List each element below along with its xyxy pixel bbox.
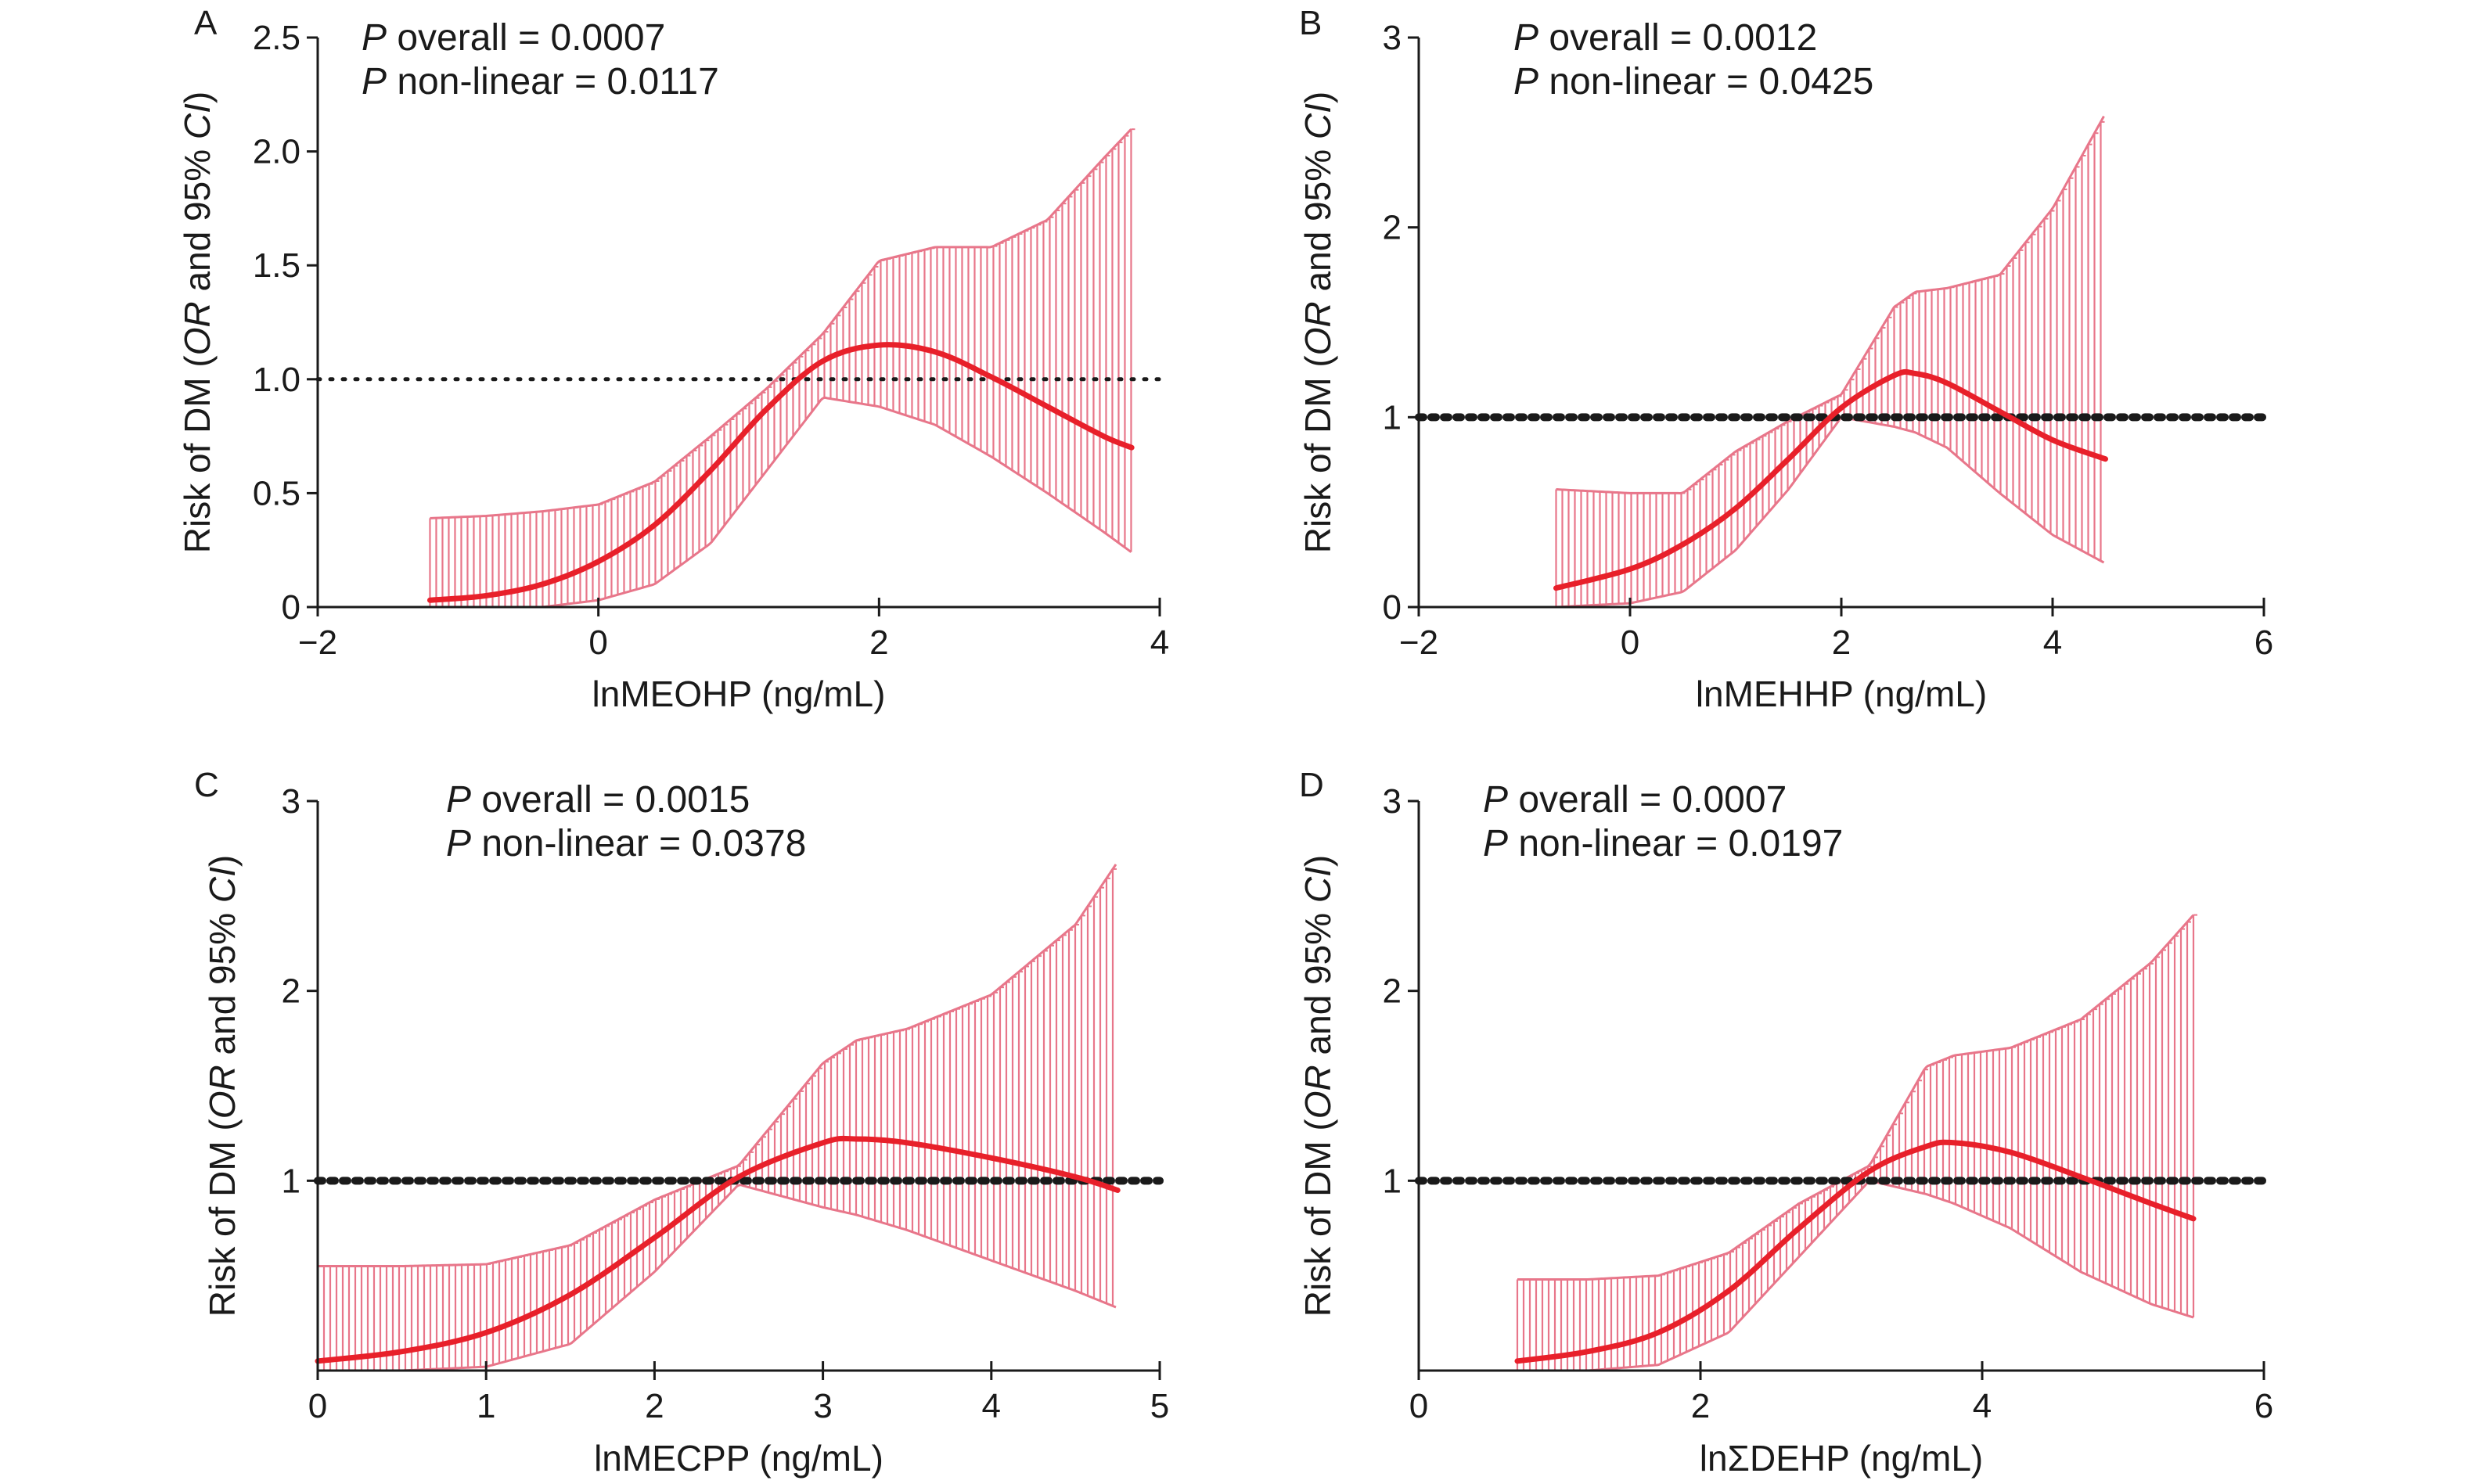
x-tick-label: 4 xyxy=(982,1387,1001,1425)
p-overall-text: P overall = 0.0007 xyxy=(1483,779,1787,821)
y-tick-label: 3 xyxy=(1383,19,1402,57)
ci-upper-line xyxy=(430,128,1132,519)
p-nonlinear-text: P non-linear = 0.0425 xyxy=(1513,61,1873,102)
x-tick-label: 2 xyxy=(1832,623,1851,662)
y-tick-label: 0 xyxy=(1383,588,1402,627)
y-axis-label: Risk of DM (OR and 95% CI) xyxy=(1297,92,1338,554)
x-tick-label: 3 xyxy=(813,1387,832,1425)
x-tick-label: 4 xyxy=(2043,623,2062,662)
y-tick-label: 3 xyxy=(1383,782,1402,821)
p-nonlinear-text: P non-linear = 0.0378 xyxy=(446,823,806,864)
ci-lower-line xyxy=(1556,416,2105,609)
x-tick-label: 2 xyxy=(645,1387,664,1425)
p-overall-text: P overall = 0.0015 xyxy=(446,779,750,821)
x-axis-label: lnΣDEHP (ng/mL) xyxy=(1700,1438,1983,1479)
ci-band xyxy=(1555,120,2105,607)
x-tick-label: 4 xyxy=(1150,623,1169,662)
x-tick-label: 0 xyxy=(1621,623,1639,662)
p-nonlinear-text: P non-linear = 0.0197 xyxy=(1483,823,1843,864)
y-tick-label: 1.0 xyxy=(253,361,300,399)
x-axis-label: lnMEOHP (ng/mL) xyxy=(592,674,886,714)
y-axis-label: Risk of DM (OR and 95% CI) xyxy=(1297,855,1338,1317)
x-tick-label: 0 xyxy=(588,623,607,662)
y-tick-label: 3 xyxy=(282,782,300,821)
ci-upper-line xyxy=(1517,914,2195,1281)
x-tick-label: 2 xyxy=(869,623,888,662)
x-axis-label: lnMECPP (ng/mL) xyxy=(594,1438,883,1479)
p-nonlinear-text: P non-linear = 0.0117 xyxy=(362,61,719,102)
x-tick-label: 6 xyxy=(2254,1387,2273,1425)
or-curve xyxy=(1553,368,2108,591)
x-tick-label: 0 xyxy=(308,1387,327,1425)
ci-band xyxy=(429,128,1135,607)
y-tick-label: 1 xyxy=(1383,1162,1402,1200)
x-tick-label: 1 xyxy=(477,1387,495,1425)
x-tick-label: −2 xyxy=(1399,623,1438,662)
x-tick-label: 0 xyxy=(1409,1387,1428,1425)
panel-c: 0 1 2 3 4 5 1 2 3 lnMECPP (ng/mL) Risk of DM (OR a… xyxy=(194,766,1169,1479)
y-tick-label: 2 xyxy=(282,972,300,1011)
x-axis-label: lnMEHHP (ng/mL) xyxy=(1696,674,1987,714)
panel-letter: A xyxy=(194,4,218,42)
ci-lower-line xyxy=(317,1184,1117,1372)
y-tick-label: 1 xyxy=(1383,398,1402,437)
or-curve xyxy=(426,342,1135,603)
ci-lower-line xyxy=(1517,1180,2194,1372)
p-overall-text: P overall = 0.0012 xyxy=(1513,17,1817,59)
y-tick-label: 0.5 xyxy=(253,474,300,512)
ci-band xyxy=(1516,914,2197,1371)
ci-upper-line xyxy=(317,864,1117,1268)
y-tick-label: 0 xyxy=(282,588,300,627)
ci-band xyxy=(316,868,1117,1371)
y-tick-label: 2 xyxy=(1383,972,1402,1011)
y-tick-label: 1.5 xyxy=(253,246,300,285)
or-curve xyxy=(315,1135,1121,1364)
y-axis-label: Risk of DM (OR and 95% CI) xyxy=(177,92,218,554)
panel-d: 0 2 4 6 1 2 3 lnΣDEHP (ng/mL) Risk of DM (OR and… xyxy=(1297,766,2273,1479)
y-tick-label: 2.0 xyxy=(253,133,300,171)
y-axis-label: Risk of DM (OR and 95% CI) xyxy=(202,855,243,1317)
y-tick-label: 1 xyxy=(282,1162,300,1200)
panel-letter: C xyxy=(194,766,219,804)
y-tick-label: 2 xyxy=(1383,209,1402,247)
x-tick-label: 2 xyxy=(1691,1387,1710,1425)
or-curve xyxy=(1514,1139,2197,1364)
y-tick-label: 2.5 xyxy=(253,19,300,57)
x-tick-label: 4 xyxy=(1973,1387,1992,1425)
x-tick-label: 5 xyxy=(1150,1387,1169,1425)
p-overall-text: P overall = 0.0007 xyxy=(362,17,665,59)
panel-letter: D xyxy=(1299,766,1324,804)
panel-letter: B xyxy=(1299,4,1322,42)
x-tick-label: 6 xyxy=(2254,623,2273,662)
ci-upper-line xyxy=(1556,115,2105,495)
x-tick-label: −2 xyxy=(298,623,337,662)
